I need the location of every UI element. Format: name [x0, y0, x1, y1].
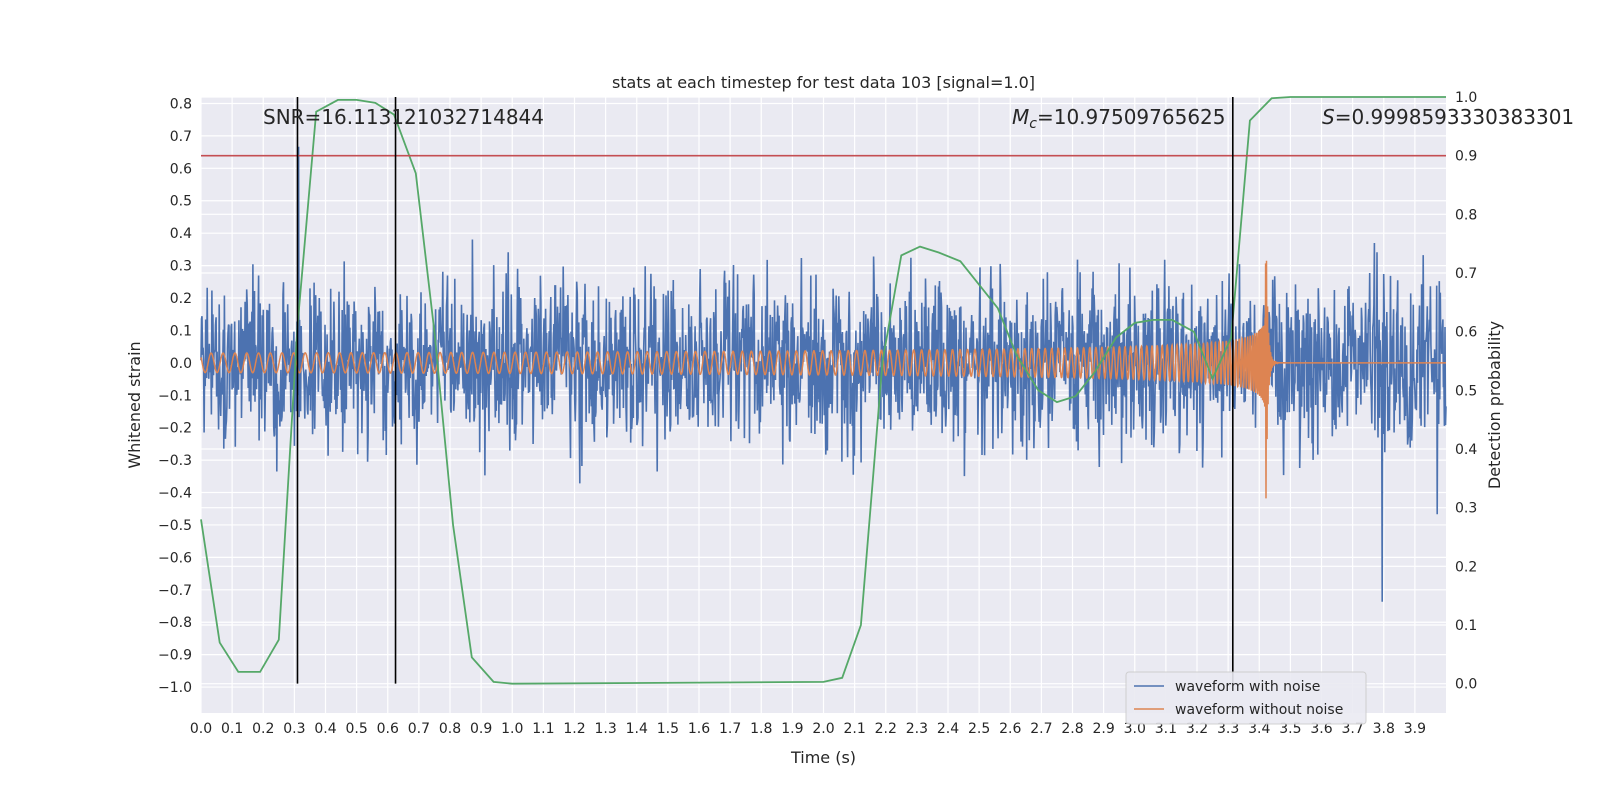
- score-symbol: S: [1322, 105, 1335, 129]
- y-tick-label: 0.2: [170, 291, 192, 307]
- x-tick-label: 1.7: [719, 721, 741, 737]
- y2-tick-label: 0.3: [1455, 501, 1477, 517]
- x-tick-label: 3.7: [1341, 721, 1363, 737]
- x-tick-label: 1.8: [750, 721, 772, 737]
- y2-tick-label: 0.6: [1455, 325, 1477, 341]
- x-tick-label: 2.6: [999, 721, 1021, 737]
- chirp-mass-subscript: c: [1029, 116, 1037, 132]
- y2-tick-label: 0.7: [1455, 266, 1477, 282]
- x-tick-label: 0.3: [283, 721, 305, 737]
- x-tick-label: 1.0: [501, 721, 523, 737]
- y2-tick-labels: 1.0 0.9 0.8 0.7 0.6 0.5 0.4 0.3 0.2 0.1 0.0: [1455, 90, 1477, 693]
- x-tick-label: 0.5: [345, 721, 367, 737]
- chirp-mass-symbol: M: [1012, 105, 1029, 129]
- x-tick-label: 2.9: [1092, 721, 1114, 737]
- x-tick-label: 3.0: [1124, 721, 1146, 737]
- x-tick-label: 0.8: [439, 721, 461, 737]
- y-tick-label: −0.2: [158, 421, 192, 437]
- y2-tick-label: 0.5: [1455, 383, 1477, 399]
- x-tick-label: 3.9: [1404, 721, 1426, 737]
- chirp-mass-value: =10.97509765625: [1037, 105, 1226, 129]
- x-tick-label: 2.0: [812, 721, 834, 737]
- y-tick-label: 0.3: [170, 259, 192, 275]
- grid-lines: [200, 96, 1446, 713]
- y-tick-label: −0.8: [158, 615, 192, 631]
- y-tick-label: −0.4: [158, 486, 192, 502]
- x-tick-label: 3.1: [1155, 721, 1177, 737]
- y-tick-label: 0.7: [170, 129, 192, 145]
- x-axis-label: Time (s): [790, 748, 856, 767]
- y-tick-label: 0.1: [170, 323, 192, 339]
- x-tick-label: 0.0: [190, 721, 212, 737]
- x-tick-label: 2.2: [875, 721, 897, 737]
- y2-axis-label: Detection probability: [1485, 321, 1504, 489]
- x-tick-labels: 0.0 0.1 0.2 0.3 0.4 0.5 0.6 0.7 0.8 0.9 1.0 1.1 1.2 1…: [190, 721, 1426, 737]
- series-detection-probability: [200, 96, 1446, 685]
- x-tick-label: 2.3: [906, 721, 928, 737]
- y2-tick-label: 0.1: [1455, 618, 1477, 634]
- x-tick-label: 2.4: [937, 721, 959, 737]
- x-tick-label: 0.6: [377, 721, 399, 737]
- y-tick-label: −0.6: [158, 550, 192, 566]
- legend-label-waveform-without-noise: waveform without noise: [1175, 702, 1343, 718]
- y-tick-label: −0.3: [158, 453, 192, 469]
- y-tick-labels: 0.8 0.7 0.6 0.5 0.4 0.3 0.2 0.1 0.0 −0.1 −0.2 −0.3 −…: [158, 96, 192, 696]
- y-tick-label: −0.5: [158, 518, 192, 534]
- y2-tick-label: 0.8: [1455, 207, 1477, 223]
- x-tick-label: 3.6: [1310, 721, 1332, 737]
- x-tick-label: 3.2: [1186, 721, 1208, 737]
- series-waveform-without-noise: [200, 260, 1446, 499]
- y2-tick-label: 1.0: [1455, 90, 1477, 106]
- y-tick-label: 0.4: [170, 226, 192, 242]
- y-tick-label: 0.5: [170, 194, 192, 210]
- legend-box: [1125, 671, 1367, 725]
- x-tick-label: 1.3: [594, 721, 616, 737]
- y2-tick-label: 0.4: [1455, 442, 1477, 458]
- x-tick-label: 2.7: [1030, 721, 1052, 737]
- legend: waveform with noise waveform without noi…: [1125, 671, 1367, 725]
- x-tick-label: 0.9: [470, 721, 492, 737]
- chirp-line: [200, 260, 1446, 499]
- x-tick-label: 0.7: [408, 721, 430, 737]
- legend-label-waveform-with-noise: waveform with noise: [1175, 679, 1320, 695]
- score-value: =0.9998593330383301: [1335, 105, 1574, 129]
- y-tick-label: −1.0: [158, 680, 192, 696]
- probability-line: [200, 96, 1446, 685]
- x-tick-label: 0.2: [252, 721, 274, 737]
- x-tick-label: 2.1: [843, 721, 865, 737]
- reference-lines: [201, 97, 1446, 684]
- y2-tick-label: 0.9: [1455, 149, 1477, 165]
- y-tick-label: −0.7: [158, 583, 192, 599]
- x-tick-label: 1.4: [626, 721, 648, 737]
- x-tick-label: 0.4: [314, 721, 336, 737]
- x-tick-label: 2.5: [968, 721, 990, 737]
- chirp-mass-annotation: Mc=10.97509765625: [1012, 105, 1226, 132]
- x-tick-label: 3.5: [1279, 721, 1301, 737]
- x-tick-label: 3.8: [1373, 721, 1395, 737]
- x-tick-label: 1.9: [781, 721, 803, 737]
- x-tick-label: 1.2: [563, 721, 585, 737]
- y-axis-label: Whitened strain: [125, 341, 144, 468]
- x-tick-label: 1.5: [657, 721, 679, 737]
- snr-annotation: SNR=16.113121032714844: [263, 105, 544, 129]
- y2-tick-label: 0.2: [1455, 559, 1477, 575]
- y2-tick-label: 0.0: [1455, 677, 1477, 693]
- x-tick-label: 3.4: [1248, 721, 1270, 737]
- chart-title: stats at each timestep for test data 103…: [612, 73, 1035, 92]
- x-tick-label: 1.1: [532, 721, 554, 737]
- y-tick-label: 0.0: [170, 356, 192, 372]
- x-tick-label: 0.1: [221, 721, 243, 737]
- x-tick-label: 3.3: [1217, 721, 1239, 737]
- y-tick-label: 0.6: [170, 161, 192, 177]
- x-tick-label: 2.8: [1061, 721, 1083, 737]
- y-tick-label: −0.1: [158, 388, 192, 404]
- score-annotation: S=0.9998593330383301: [1322, 105, 1574, 129]
- y-tick-label: −0.9: [158, 648, 192, 664]
- y-tick-label: 0.8: [170, 96, 192, 112]
- x-tick-label: 1.6: [688, 721, 710, 737]
